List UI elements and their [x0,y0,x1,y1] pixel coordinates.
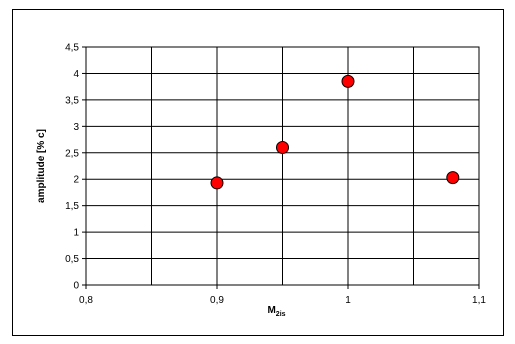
y-tick-label: 1,5 [65,201,79,212]
data-point [341,74,355,88]
grid [85,46,480,286]
x-tick-label: 1,1 [472,295,486,306]
y-tick-label: 4,5 [65,43,79,54]
y-tick-label: 3 [73,122,79,133]
x-axis-title-subscript: 2is [276,311,286,318]
y-tick-label: 2,5 [65,148,79,159]
x-tick-label: 0,9 [210,295,224,306]
data-point [210,176,224,190]
data-point [446,171,460,185]
y-tick-label: 4 [73,69,79,80]
x-tick-label: 0,8 [79,295,93,306]
y-tick-label: 3,5 [65,95,79,106]
x-axis-title: M2is [267,305,285,318]
y-tick-label: 0 [73,281,79,292]
x-tick-label: 1 [345,295,351,306]
x-axis: 0,8 0,9 1 1,1 [79,285,486,306]
x-axis-title-main: M [267,305,275,316]
plot-frame [85,46,480,286]
y-tick-label: 2 [73,175,79,186]
y-axis-title: amplitude [% c] [36,129,47,203]
chart-area [12,9,504,336]
y-tick-label: 1 [73,228,79,239]
data-point [276,140,289,154]
y-tick-label: 0,5 [65,254,79,265]
data-points [210,74,460,190]
y-axis: 0 0,5 1 1,5 2 2,5 3 3,5 4 4,5 [65,43,86,292]
